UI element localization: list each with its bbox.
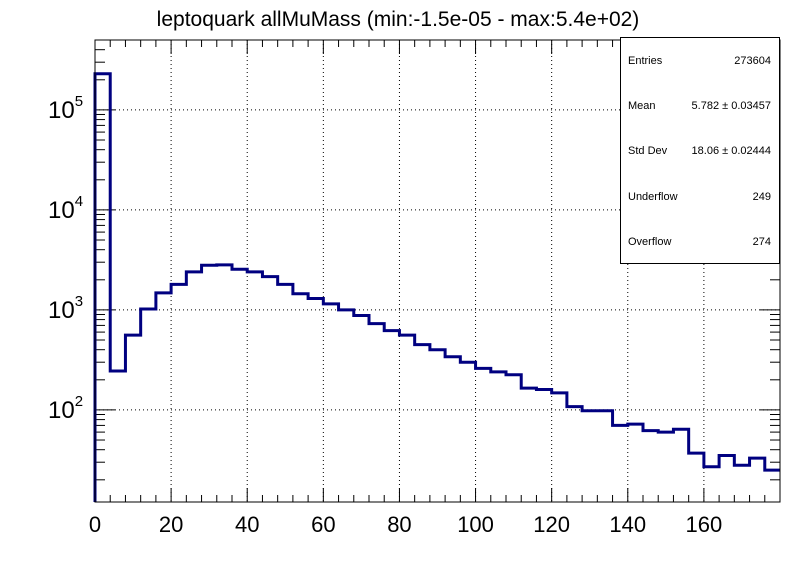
x-tick-labels: 0 20 40 60 80 100 120 140 160 (89, 512, 722, 537)
stats-overflow-label: Overflow (628, 236, 672, 248)
y-tick-exponent: 5 (75, 93, 83, 110)
y-tick-base: 10 (48, 97, 75, 124)
x-tick-label: 20 (159, 512, 183, 537)
stats-entries-row: Entries 273604 (628, 55, 771, 71)
y-tick-label: 104 (48, 193, 83, 224)
x-tick-label: 60 (311, 512, 335, 537)
y-tick-label: 105 (48, 93, 83, 124)
y-tick-exponent: 3 (75, 293, 83, 310)
stats-stddev-value: 18.06 ± 0.02444 (691, 145, 771, 157)
x-tick-label: 120 (533, 512, 570, 537)
x-tick-label: 140 (609, 512, 646, 537)
chart-title: leptoquark allMuMass (min:-1.5e-05 - max… (156, 8, 640, 31)
stats-mean-value: 5.782 ± 0.03457 (691, 100, 771, 112)
stats-underflow-value: 249 (752, 191, 771, 203)
y-tick-exponent: 4 (75, 193, 83, 210)
y-tick-exponent: 2 (75, 393, 83, 410)
x-tick-label: 0 (89, 512, 101, 537)
plot-frame (94, 39, 781, 503)
y-tick-base: 10 (48, 397, 75, 424)
histogram-line (93, 72, 780, 502)
stats-stddev-row: Std Dev 18.06 ± 0.02444 (628, 145, 771, 161)
y-tick-base: 10 (48, 197, 75, 224)
stats-underflow-row: Underflow 249 (628, 191, 771, 207)
y-tick-base: 10 (48, 297, 75, 324)
stats-mean-row: Mean 5.782 ± 0.03457 (628, 100, 771, 116)
x-tick-label: 40 (235, 512, 259, 537)
y-tick-label: 102 (48, 393, 83, 424)
stats-underflow-label: Underflow (628, 191, 678, 203)
stats-entries-value: 273604 (734, 55, 771, 67)
x-tick-label: 80 (387, 512, 411, 537)
stats-overflow-row: Overflow 274 (628, 236, 771, 252)
x-tick-label: 160 (686, 512, 723, 537)
stats-stddev-label: Std Dev (628, 145, 668, 157)
x-tick-label: 100 (457, 512, 494, 537)
stats-box: Entries 273604 Mean 5.782 ± 0.03457 Std … (620, 37, 780, 264)
stats-overflow-value: 274 (752, 236, 771, 248)
y-tick-label: 103 (48, 293, 83, 324)
stats-entries-label: Entries (628, 55, 663, 67)
stats-mean-label: Mean (628, 100, 656, 112)
